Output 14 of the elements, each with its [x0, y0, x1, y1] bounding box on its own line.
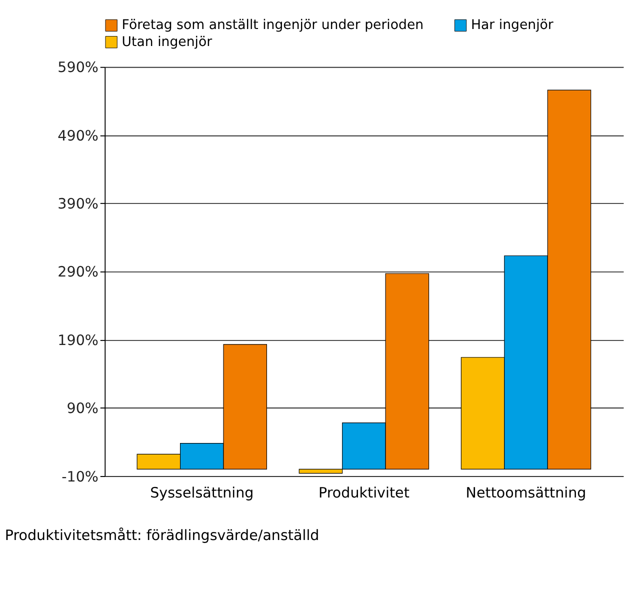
y-tick-label: 390% [58, 196, 98, 212]
y-tick-label: -10% [62, 469, 98, 486]
legend-label: Utan ingenjör [122, 34, 213, 50]
legend-label: Företag som anställt ingenjör under perioden [122, 18, 424, 34]
x-tick-label: Produktivitet [318, 485, 410, 502]
y-tick-label: 590% [58, 60, 98, 76]
y-tick-label: 290% [58, 264, 98, 281]
x-tick-label: Sysselsättning [150, 485, 254, 502]
y-tick-label: 190% [58, 332, 98, 349]
text: Produktivitetsmått: förädlingsvärde/anställd [4, 526, 320, 544]
x-tick-label: Nettoomsättning [466, 485, 586, 502]
y-tick-label: 90% [66, 401, 98, 418]
legend-label: Har ingenjör [471, 18, 554, 34]
y-tick-label: 490% [58, 128, 98, 144]
